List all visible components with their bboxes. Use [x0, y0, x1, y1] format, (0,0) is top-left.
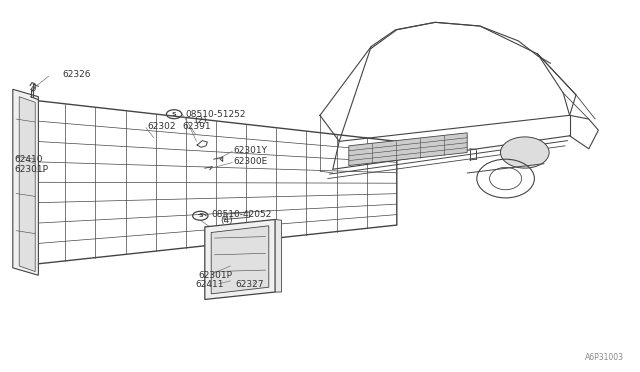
Text: S: S	[172, 112, 177, 117]
Text: 62302: 62302	[147, 122, 176, 131]
Text: 62410: 62410	[14, 155, 43, 164]
Polygon shape	[275, 219, 282, 292]
Text: (4): (4)	[220, 217, 233, 225]
Text: S: S	[198, 213, 203, 218]
Polygon shape	[19, 97, 35, 272]
Polygon shape	[205, 219, 275, 299]
Text: 08510-42052: 08510-42052	[211, 210, 271, 219]
Polygon shape	[349, 133, 467, 166]
Text: 62301P: 62301P	[14, 165, 48, 174]
Text: 62327: 62327	[236, 280, 264, 289]
Text: A6P31003: A6P31003	[585, 353, 624, 362]
Polygon shape	[224, 212, 250, 219]
Text: 62301P: 62301P	[198, 271, 232, 280]
Polygon shape	[211, 226, 269, 294]
Text: 62301Y: 62301Y	[234, 146, 268, 155]
Text: 08510-51252: 08510-51252	[186, 110, 246, 119]
Text: 62411: 62411	[195, 280, 224, 289]
Text: 62300E: 62300E	[234, 157, 268, 166]
Text: 62391: 62391	[182, 122, 211, 131]
Text: (2): (2)	[195, 116, 207, 125]
Ellipse shape	[500, 137, 549, 168]
Polygon shape	[13, 89, 38, 275]
Text: 62326: 62326	[63, 70, 92, 79]
